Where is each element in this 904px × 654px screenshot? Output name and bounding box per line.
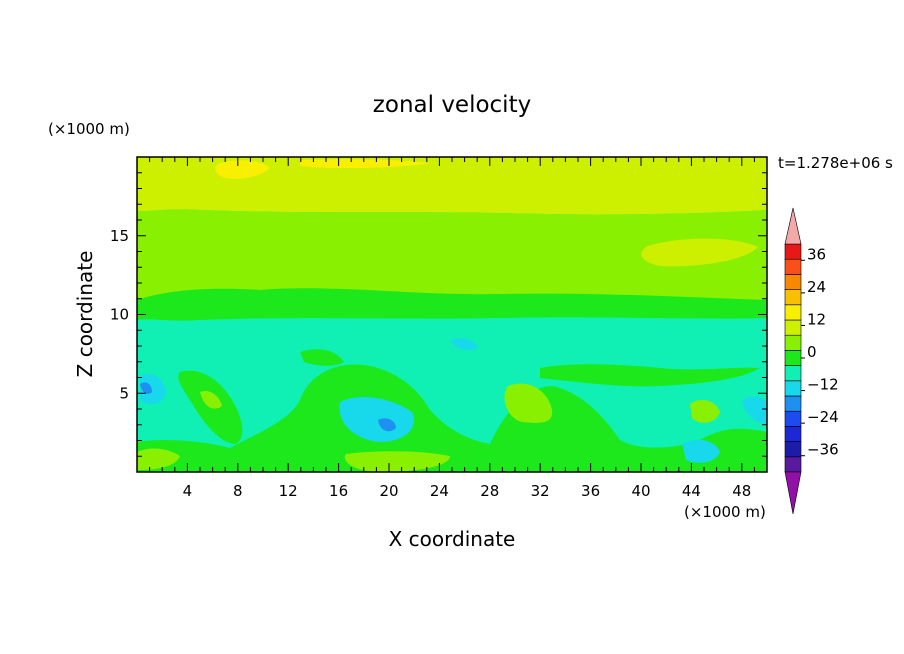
colorbar-label: 0 [807, 343, 817, 361]
colorbar-swatch [784, 456, 802, 473]
colorbar-swatch [784, 410, 802, 427]
colorbar-swatch [784, 319, 802, 336]
y-tick-label: 5 [119, 384, 129, 402]
x-tick-label: 24 [430, 482, 449, 500]
contour-lower-yellowgreen-5 [690, 399, 720, 423]
colorbar-swatch [784, 350, 802, 366]
colorbar-label: 36 [807, 245, 826, 263]
y-axis-ticks: 5 10 15 [110, 172, 767, 457]
y-tick-label: 10 [110, 306, 129, 324]
contour-lower-yellowgreen-1 [504, 383, 553, 423]
x-tick-label: 44 [682, 482, 701, 500]
colorbar-swatch [784, 395, 802, 412]
contour-blue-min [378, 418, 396, 432]
contour-band-top-yellow-2 [300, 159, 430, 169]
colorbar-label: −24 [807, 408, 839, 426]
contour-blue-min-2 [140, 382, 152, 394]
contour-lower-yellowgreen-2 [137, 448, 180, 470]
contour-band-upper [137, 157, 767, 215]
contour-lower-yellowgreen-3 [344, 451, 450, 472]
x-tick-label: 28 [480, 482, 499, 500]
x-tick-label: 20 [379, 482, 398, 500]
x-tick-label: 40 [631, 482, 650, 500]
colorbar-label: 24 [807, 278, 826, 296]
colorbar-swatch [784, 380, 802, 397]
x-axis-label: X coordinate [389, 527, 516, 551]
x-tick-label: 16 [329, 482, 348, 500]
colorbar-swatch [784, 289, 802, 306]
colorbar-swatch [784, 304, 802, 321]
contour-lower-green-4 [300, 349, 344, 366]
contour-lower-green-1 [137, 364, 767, 472]
x-tick-label: 48 [732, 482, 751, 500]
x-tick-label: 12 [279, 482, 298, 500]
x-tick-label: 8 [233, 482, 243, 500]
colorbar-label: −12 [807, 376, 839, 394]
x-tick-label: 4 [183, 482, 193, 500]
contour-lower-yellowgreen-4 [200, 390, 222, 409]
colorbar-label: 12 [807, 310, 826, 328]
x-tick-label: 36 [581, 482, 600, 500]
y-tick-label: 15 [110, 227, 129, 245]
y-axis-label: Z coordinate [73, 251, 97, 378]
y-axis-unit: (×1000 m) [48, 120, 130, 138]
x-axis-unit: (×1000 m) [684, 503, 766, 521]
chart-title: zonal velocity [373, 92, 531, 118]
contour-band-middle [137, 209, 767, 300]
colorbar-swatch [784, 243, 802, 260]
contour-cyan-1 [140, 373, 166, 405]
colorbar: −36 −24 −12 0 12 24 36 [784, 207, 839, 515]
colorbar-swatch [784, 334, 802, 351]
contour-cyan-2 [339, 397, 415, 442]
colorbar-under-arrow [784, 471, 802, 515]
contour-lower-green-3 [540, 364, 760, 387]
contour-cyan-5 [450, 338, 478, 350]
x-tick-label: 32 [531, 482, 550, 500]
contour-band-top-yellow [215, 160, 270, 179]
colorbar-swatch [784, 441, 802, 458]
contour-patch-right [641, 238, 758, 267]
time-stamp: t=1.278e+06 s [778, 154, 893, 172]
colorbar-swatch [784, 258, 802, 275]
contour-cyan-3 [682, 439, 720, 463]
contour-band-green [137, 288, 767, 321]
contour-cyan-4 [742, 396, 767, 424]
x-axis-ticks: 4 8 12 16 20 24 28 32 36 40 44 48 [149, 157, 755, 500]
colorbar-label: −36 [807, 441, 839, 459]
colorbar-swatch [784, 365, 802, 382]
colorbar-over-arrow [784, 207, 802, 245]
colorbar-swatch [784, 426, 802, 442]
colorbar-swatch [784, 274, 802, 290]
contour-field [137, 157, 767, 472]
